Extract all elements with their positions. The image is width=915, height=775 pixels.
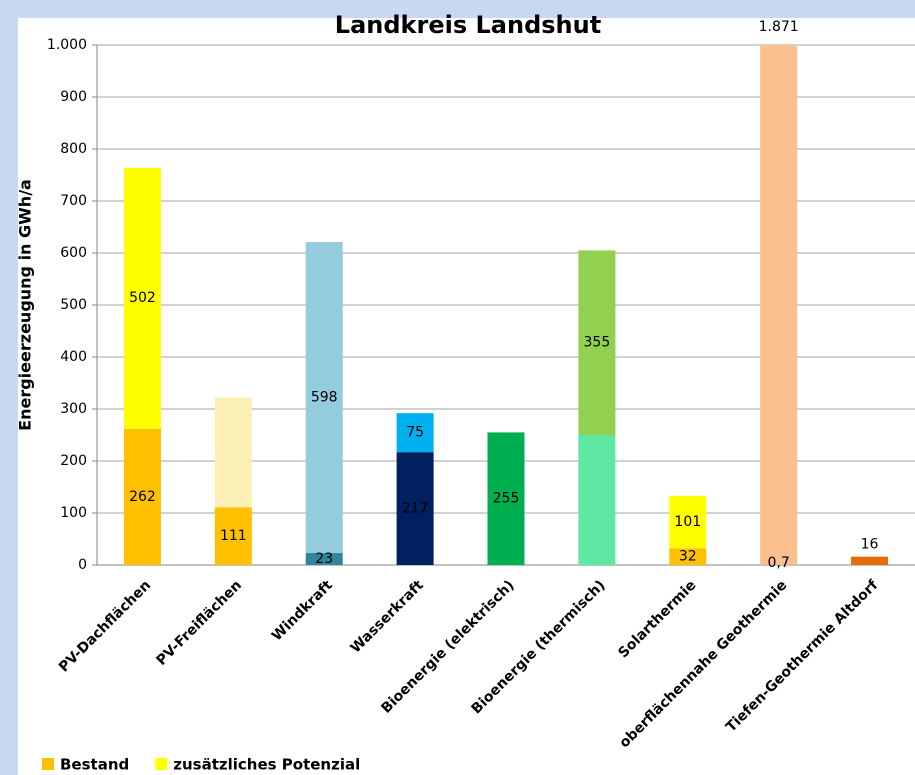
data-label: 355 — [584, 335, 611, 351]
data-label: 32 — [679, 549, 697, 565]
data-label: 23 — [315, 551, 333, 567]
y-tick-label: 0 — [78, 557, 87, 573]
bar-segment — [123, 167, 161, 429]
y-tick-label: 800 — [60, 141, 87, 157]
bar-segment — [760, 45, 798, 565]
y-tick-label: 200 — [60, 453, 87, 469]
bar-segment — [396, 413, 434, 453]
bar-segment — [214, 397, 252, 508]
data-label: 0,7 — [768, 555, 790, 571]
chart-title: Landkreis Landshut — [335, 11, 601, 39]
bar-segment — [305, 553, 343, 565]
bar-segment — [123, 428, 161, 565]
data-label: 598 — [311, 390, 338, 406]
y-tick-label: 900 — [60, 89, 87, 105]
data-label: 75 — [406, 425, 424, 441]
data-label: 217 — [402, 501, 429, 517]
legend-label: zusätzliches Potenzial — [173, 756, 360, 774]
y-tick-label: 400 — [60, 349, 87, 365]
plot-area — [123, 45, 889, 565]
bar-segment — [305, 242, 343, 554]
bar-segment — [578, 435, 616, 565]
legend-label: Bestand — [60, 756, 129, 774]
data-label: 101 — [674, 514, 701, 530]
y-axis-label: Energieerzeugung in GWh/a — [16, 179, 35, 431]
bar-segment — [396, 452, 434, 565]
bar-segment — [851, 556, 889, 565]
y-tick-label: 100 — [60, 505, 87, 521]
data-label: 1.871 — [759, 19, 799, 35]
y-tick-label: 300 — [60, 401, 87, 417]
bar-segment — [669, 548, 707, 565]
y-tick-label: 500 — [60, 297, 87, 313]
data-label: 16 — [861, 537, 879, 553]
bar-segment — [487, 432, 525, 565]
data-label: 255 — [493, 491, 520, 507]
y-tick-label: 1.000 — [47, 37, 87, 53]
y-tick-label: 700 — [60, 193, 87, 209]
data-label: 502 — [129, 290, 156, 306]
bar-segment — [578, 250, 616, 435]
y-tick-label: 600 — [60, 245, 87, 261]
bar-segment — [669, 495, 707, 549]
legend-swatch — [42, 758, 54, 770]
bar-segment — [214, 507, 252, 565]
data-label: 111 — [220, 528, 247, 544]
data-label: 262 — [129, 489, 156, 505]
legend-swatch — [155, 758, 168, 770]
